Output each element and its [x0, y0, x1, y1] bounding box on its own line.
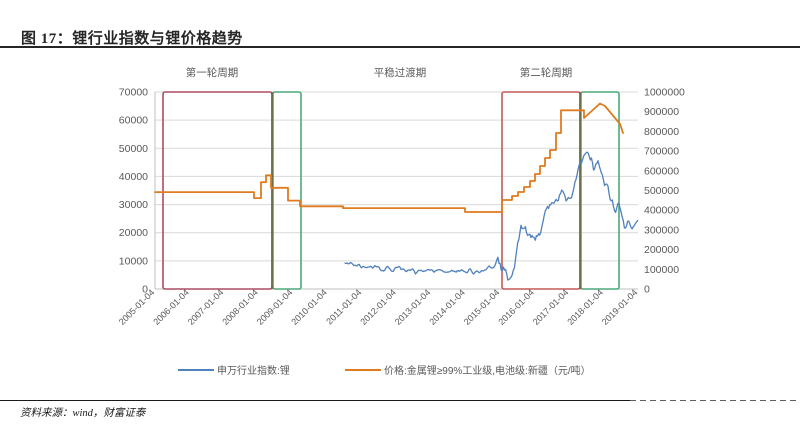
svg-text:2016-01-04: 2016-01-04 — [496, 287, 536, 327]
svg-text:40000: 40000 — [119, 171, 148, 183]
svg-text:2015-01-04: 2015-01-04 — [462, 287, 502, 327]
svg-text:第一轮周期: 第一轮周期 — [186, 66, 239, 79]
svg-text:2010-01-04: 2010-01-04 — [289, 287, 329, 327]
svg-text:60000: 60000 — [119, 115, 148, 127]
svg-text:400000: 400000 — [644, 205, 679, 217]
svg-text:300000: 300000 — [644, 224, 679, 236]
svg-text:2006-01-04: 2006-01-04 — [151, 287, 191, 327]
svg-text:2009-01-04: 2009-01-04 — [255, 287, 295, 327]
svg-text:1000000: 1000000 — [644, 87, 685, 99]
svg-text:0: 0 — [644, 284, 650, 296]
svg-text:50000: 50000 — [119, 143, 148, 155]
svg-text:2018-01-04: 2018-01-04 — [565, 287, 605, 327]
svg-text:10000: 10000 — [119, 255, 148, 267]
svg-text:200000: 200000 — [644, 244, 679, 256]
svg-text:2008-01-04: 2008-01-04 — [220, 287, 260, 327]
svg-text:700000: 700000 — [644, 146, 679, 158]
svg-text:第二轮周期: 第二轮周期 — [520, 66, 573, 79]
svg-text:70000: 70000 — [119, 87, 148, 99]
svg-text:30000: 30000 — [119, 199, 148, 211]
svg-text:2017-01-04: 2017-01-04 — [531, 287, 571, 327]
svg-text:2007-01-04: 2007-01-04 — [186, 287, 226, 327]
svg-text:900000: 900000 — [644, 106, 679, 118]
svg-text:2011-01-04: 2011-01-04 — [324, 287, 363, 326]
svg-text:2013-01-04: 2013-01-04 — [393, 287, 433, 327]
svg-text:2012-01-04: 2012-01-04 — [358, 287, 398, 327]
svg-text:平稳过渡期: 平稳过渡期 — [374, 66, 427, 79]
svg-text:500000: 500000 — [644, 185, 679, 197]
svg-text:100000: 100000 — [644, 264, 679, 276]
svg-text:2014-01-04: 2014-01-04 — [427, 287, 467, 327]
svg-text:600000: 600000 — [644, 165, 679, 177]
svg-text:2005-01-04: 2005-01-04 — [117, 287, 157, 327]
svg-text:800000: 800000 — [644, 126, 679, 138]
svg-text:2019-01-04: 2019-01-04 — [600, 287, 640, 327]
svg-text:20000: 20000 — [119, 227, 148, 239]
